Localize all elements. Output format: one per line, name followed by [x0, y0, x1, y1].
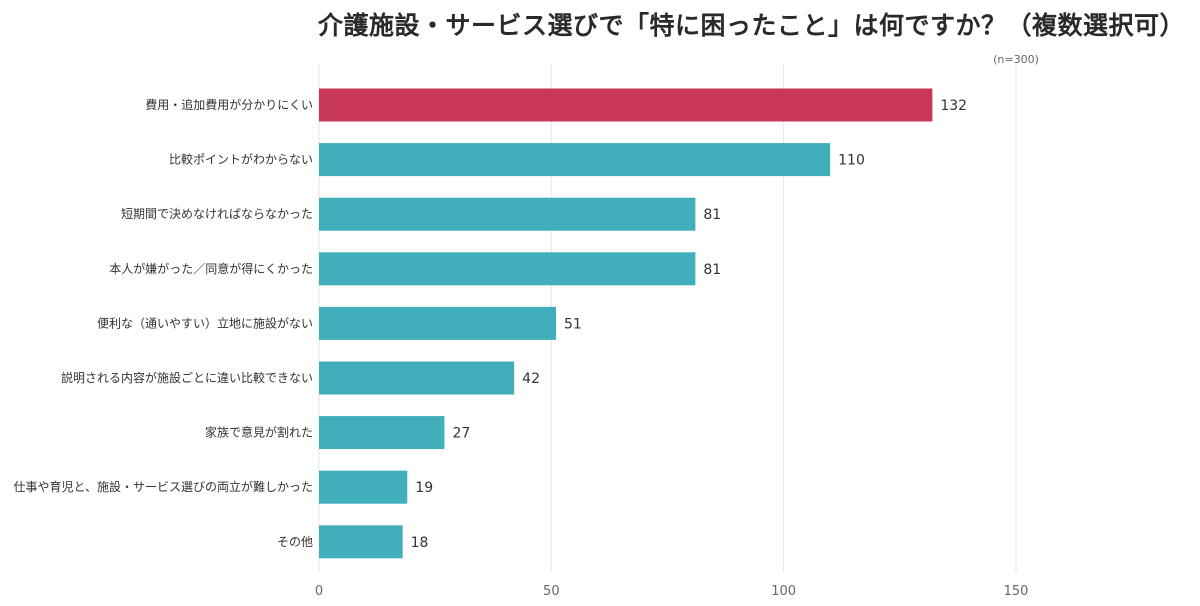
bar	[319, 416, 445, 450]
value-label: 42	[522, 371, 540, 387]
category-label: 仕事や育児と、施設・サービス選びの両立が難しかった	[13, 479, 313, 494]
sample-size-note: (n=300)	[993, 53, 1039, 66]
category-label: 便利な（通いやすい）立地に施設がない	[97, 315, 313, 330]
category-label: 比較ポイントがわからない	[169, 152, 313, 167]
bar	[319, 525, 403, 559]
x-tick-label: 50	[543, 584, 560, 599]
category-label: 説明される内容が施設ごとに違い比較できない	[61, 370, 313, 385]
label-layer: 0 50 100 150 費用・追加費用が分かりにくい 132 比較ポイントがわからない 11…	[13, 97, 1028, 599]
x-tick-label: 100	[771, 584, 796, 599]
x-tick-label: 0	[315, 584, 323, 599]
value-label: 81	[703, 262, 721, 278]
value-label: 51	[564, 316, 582, 332]
value-label: 110	[838, 153, 865, 169]
value-label: 18	[411, 535, 429, 551]
value-label: 132	[940, 98, 967, 114]
category-label: 本人が嫌がった／同意が得にくかった	[109, 261, 313, 276]
bar	[319, 143, 831, 177]
bar	[319, 470, 408, 504]
bar	[319, 306, 556, 340]
bar	[319, 361, 515, 395]
value-label: 27	[452, 426, 470, 442]
category-label: その他	[277, 535, 313, 549]
value-label: 81	[703, 207, 721, 223]
bar	[319, 88, 933, 122]
bar	[319, 252, 696, 286]
bar-layer	[319, 88, 933, 559]
value-label: 19	[415, 480, 433, 496]
bar	[319, 197, 696, 231]
x-tick-label: 150	[1004, 584, 1029, 599]
category-label: 短期間で決めなければならなかった	[121, 207, 313, 221]
chart-title: 介護施設・サービス選びで「特に困ったこと」は何ですか？（複数選択可）	[318, 11, 1186, 40]
category-label: 費用・追加費用が分かりにくい	[145, 97, 313, 112]
category-label: 家族で意見が割れた	[205, 425, 313, 440]
